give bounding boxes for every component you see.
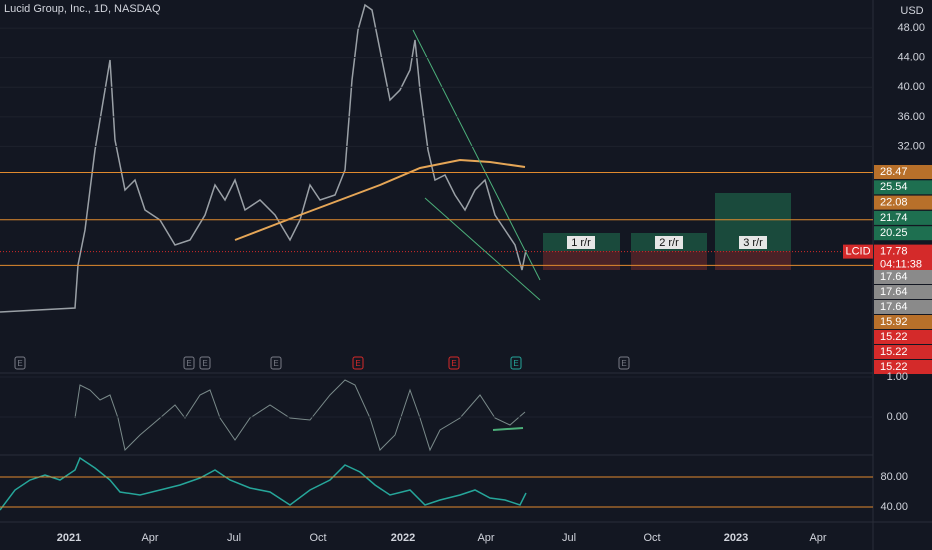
x-tick-label: 2022: [391, 532, 415, 544]
rr-label: 3 r/r: [743, 237, 763, 249]
earnings-marker: [199, 356, 211, 370]
y-tick-label: 40.00: [897, 81, 925, 93]
price-tag-bg: [874, 330, 932, 344]
y-tick-label: 1.00: [887, 371, 908, 383]
earnings-marker: [14, 356, 26, 370]
y-tick-label: 32.00: [897, 140, 925, 152]
price-tag-bg: [874, 180, 932, 195]
y-tick-label: 80.00: [880, 471, 908, 483]
price-tag-bg: [874, 360, 932, 374]
last-name: LCID: [845, 246, 870, 258]
price-tag-bg: [874, 270, 932, 284]
price-tag-bg: [874, 285, 932, 299]
x-tick-label: Jul: [562, 532, 576, 544]
moving-average: [234, 158, 526, 241]
price-tag-bg: [874, 315, 932, 329]
rr-label: 2 r/r: [659, 237, 679, 249]
price-tag-bg: [874, 226, 932, 241]
rr-label: 1 r/r: [571, 237, 591, 249]
price-tag: 17.64: [880, 301, 908, 313]
y-tick-label: 40.00: [880, 501, 908, 513]
price-tag-bg: [874, 345, 932, 359]
trendline: [412, 29, 541, 281]
price-tag: 15.22: [880, 331, 908, 343]
last-tag-bg: [843, 244, 873, 259]
earnings-marker: [618, 356, 630, 370]
earnings-label: E: [186, 359, 191, 368]
rr-loss: [715, 251, 791, 270]
x-tick-label: Jul: [227, 532, 241, 544]
price-tag: 17.64: [880, 286, 908, 298]
price-tag: 15.92: [880, 316, 908, 328]
rr-loss: [631, 251, 707, 270]
earnings-label: E: [17, 359, 22, 368]
price-tag-bg: [874, 195, 932, 210]
x-tick-label: Oct: [643, 532, 660, 544]
x-tick-label: Oct: [309, 532, 326, 544]
y-tick-label: 36.00: [897, 111, 925, 123]
earnings-marker: [183, 356, 195, 370]
y-tick-label: 44.00: [897, 52, 925, 64]
price-tag: 17.64: [880, 271, 908, 283]
y-tick-label: 0.00: [887, 411, 908, 423]
rr-label-bg: [655, 236, 683, 249]
rsi-line: [0, 456, 527, 511]
divergence-line: [492, 427, 524, 431]
earnings-label: E: [202, 359, 207, 368]
earnings-marker: [448, 356, 460, 370]
currency: USD: [900, 5, 923, 17]
x-tick-label: Apr: [141, 532, 158, 544]
earnings-marker: [270, 356, 282, 370]
earnings-label: E: [621, 359, 626, 368]
price-tag-bg: [874, 210, 932, 225]
earnings-label: E: [451, 359, 456, 368]
price-tag-bg: [874, 300, 932, 314]
rr-label-bg: [567, 236, 595, 249]
price-tag: 20.25: [880, 227, 908, 239]
earnings-marker: [510, 356, 522, 370]
x-tick-label: 2023: [724, 532, 748, 544]
earnings-marker: [352, 356, 364, 370]
last-tag-bg: [874, 244, 932, 272]
earnings-label: E: [355, 359, 360, 368]
trendline: [424, 197, 541, 301]
price-tag: 15.22: [880, 346, 908, 358]
countdown: 04:11:38: [880, 259, 922, 271]
x-tick-label: Apr: [809, 532, 826, 544]
price-tag: 28.47: [880, 166, 908, 178]
y-tick-label: 48.00: [897, 22, 925, 34]
earnings-label: E: [513, 359, 518, 368]
rr-label-bg: [739, 236, 767, 249]
symbol-title: Lucid Group, Inc., 1D, NASDAQ: [4, 3, 161, 15]
price-line: [0, 3, 527, 313]
earnings-label: E: [273, 359, 278, 368]
price-tag: 25.54: [880, 181, 908, 193]
last-price: 17.78: [880, 246, 908, 258]
price-tag-bg: [874, 165, 932, 179]
price-tag: 21.74: [880, 212, 908, 224]
x-tick-label: Apr: [477, 532, 494, 544]
x-tick-label: 2021: [57, 532, 81, 544]
oscillator: [74, 379, 526, 452]
price-tag: 15.22: [880, 361, 908, 373]
rr-loss: [543, 251, 620, 270]
price-tag: 22.08: [880, 197, 908, 209]
